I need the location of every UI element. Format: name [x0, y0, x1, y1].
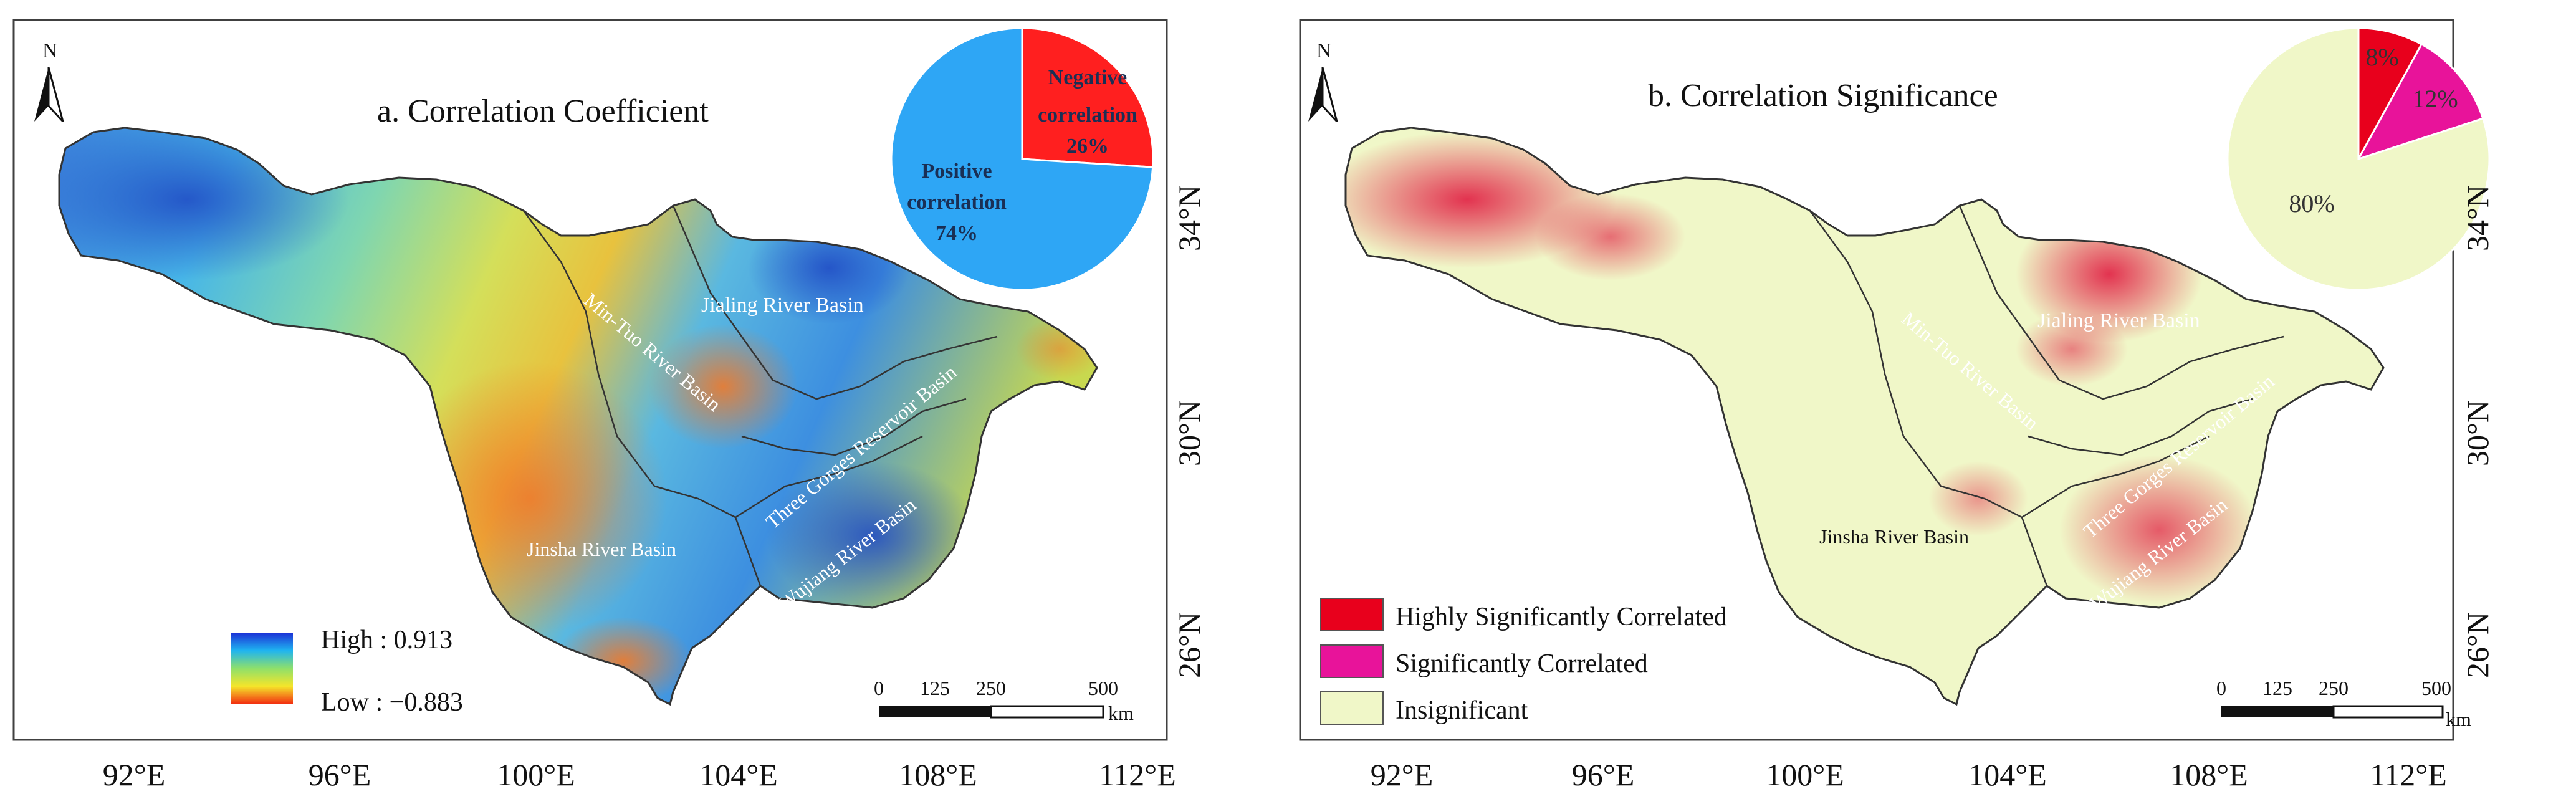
svg-text:108°E: 108°E	[2170, 757, 2248, 792]
panel-b-correlation-significance: Jialing River Basin Min-Tuo River Basin …	[1299, 19, 2495, 792]
svg-text:500: 500	[2421, 677, 2451, 699]
legend-high: High : 0.913	[321, 626, 452, 654]
pie-label-insignificant: 80%	[2289, 189, 2334, 218]
pie-label-significant: 12%	[2412, 85, 2458, 113]
scale-bar: 0 125 250 500 km	[2216, 677, 2471, 730]
label-jialing: Jialing River Basin	[701, 294, 864, 317]
pie-slice-positive-correlation	[890, 27, 1154, 291]
y-axis-ticks: 34°N 30°N 26°N	[2460, 185, 2495, 678]
pie-label-highly: 8%	[2365, 43, 2398, 71]
subbasin-boundary	[1809, 210, 2048, 586]
pie-label-negative-line2: correlation	[1038, 103, 1137, 127]
legend-label-highly: Highly Significantly Correlated	[1396, 603, 1727, 631]
svg-text:500: 500	[1088, 677, 1118, 699]
svg-text:104°E: 104°E	[699, 757, 778, 792]
svg-text:26°N: 26°N	[1172, 612, 1207, 678]
svg-text:112°E: 112°E	[2370, 757, 2447, 792]
svg-text:125: 125	[920, 677, 950, 699]
subbasin-boundary	[672, 205, 998, 400]
svg-text:30°N: 30°N	[1172, 400, 1207, 466]
x-axis-ticks: 92°E 96°E 100°E 104°E 108°E 112°E	[103, 757, 1176, 792]
legend-swatch-insignificant	[1320, 691, 1384, 725]
pie-slice-highly-significantly-correlated	[2357, 27, 2423, 160]
svg-text:125: 125	[2262, 677, 2292, 699]
pie-chart-correlation-direction	[890, 27, 1154, 291]
svg-text:108°E: 108°E	[899, 757, 977, 792]
svg-text:26°N: 26°N	[2460, 612, 2495, 678]
pie-chart-significance	[2226, 27, 2491, 291]
north-arrow-icon: N	[34, 39, 64, 123]
svg-text:30°N: 30°N	[2460, 400, 2495, 466]
svg-text:0: 0	[2216, 677, 2226, 699]
pie-label-positive-line2: correlation	[907, 191, 1007, 214]
panel-title: b. Correlation Significance	[1648, 78, 1998, 113]
svg-text:km: km	[2446, 708, 2471, 730]
basin-outline	[1344, 127, 2385, 706]
svg-text:34°N: 34°N	[1172, 185, 1207, 251]
legend-low: Low : −0.883	[321, 688, 463, 717]
svg-text:N: N	[42, 39, 58, 62]
svg-text:112°E: 112°E	[1099, 757, 1176, 792]
basin-outline	[58, 127, 1098, 706]
pie-label-negative-line1: Negative	[1048, 66, 1128, 89]
svg-text:100°E: 100°E	[497, 757, 575, 792]
subbasin-boundary	[1958, 205, 2284, 400]
x-axis-ticks: 92°E 96°E 100°E 104°E 108°E 112°E	[1371, 757, 2447, 792]
panel-title: a. Correlation Coefficient	[377, 93, 709, 129]
scale-bar: 0 125 250 500 km	[874, 677, 1134, 724]
svg-text:N: N	[1316, 39, 1332, 62]
subbasin-boundary	[741, 398, 967, 456]
svg-text:km: km	[1108, 702, 1134, 724]
subbasin-boundary	[2021, 435, 2210, 519]
pie-label-negative-pct: 26%	[1066, 135, 1109, 158]
label-jialing: Jialing River Basin	[2037, 309, 2200, 332]
legend-label-insignificant: Insignificant	[1396, 696, 1528, 725]
subbasin-boundary	[522, 210, 762, 586]
y-axis-ticks: 34°N 30°N 26°N	[1172, 185, 1207, 678]
svg-text:92°E: 92°E	[1371, 757, 1434, 792]
svg-text:100°E: 100°E	[1766, 757, 1844, 792]
subbasin-boundary	[735, 435, 923, 519]
panel-a-correlation-coefficient: Jialing River Basin Min-Tuo River Basin …	[12, 19, 1207, 792]
label-jinsha: Jinsha River Basin	[527, 538, 676, 560]
legend-label-significant: Significantly Correlated	[1396, 649, 1648, 678]
svg-text:96°E: 96°E	[1572, 757, 1635, 792]
pie-label-positive-line1: Positive	[921, 160, 992, 183]
legend-color-ramp	[231, 633, 293, 704]
subbasin-boundary	[2028, 398, 2253, 456]
svg-text:34°N: 34°N	[2460, 185, 2495, 251]
pie-label-positive-pct: 74%	[936, 222, 978, 245]
svg-text:0: 0	[874, 677, 884, 699]
legend-swatch-significant	[1320, 644, 1384, 678]
pie-slice-significantly-correlated	[2356, 42, 2484, 161]
label-jinsha: Jinsha River Basin	[1819, 525, 1969, 548]
legend-swatch-highly	[1320, 598, 1384, 631]
pie-slice-negative-correlation	[1021, 27, 1154, 168]
svg-text:250: 250	[2319, 677, 2349, 699]
north-arrow-icon: N	[1308, 39, 1338, 123]
svg-text:250: 250	[976, 677, 1006, 699]
svg-text:96°E: 96°E	[309, 757, 371, 792]
pie-slice-insignificant	[2226, 27, 2491, 291]
svg-text:92°E: 92°E	[103, 757, 166, 792]
significance-legend: Highly Significantly Correlated Signific…	[1320, 598, 1727, 725]
svg-text:104°E: 104°E	[1968, 757, 2047, 792]
